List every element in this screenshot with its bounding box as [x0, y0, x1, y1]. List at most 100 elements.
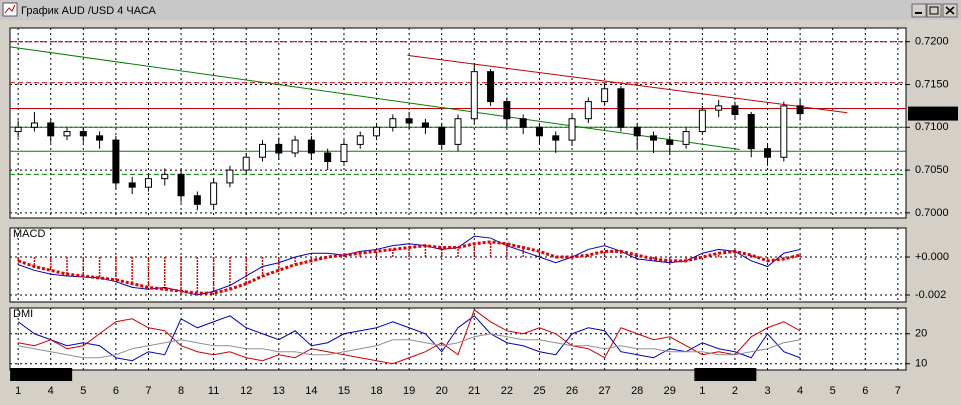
last-price-box: [908, 106, 958, 121]
last-price-label: 0.7116: [913, 107, 946, 119]
candle-body: [698, 109, 706, 133]
plot-area: [9, 307, 907, 371]
candle-body: [666, 139, 674, 145]
dmi-line: [18, 333, 801, 359]
y-tick-label: 10: [915, 358, 927, 370]
macd-line: [17, 235, 801, 296]
candle-body: [584, 101, 592, 120]
candle-body: [144, 178, 152, 188]
month-label-box: [10, 368, 73, 381]
panel-title: DMI: [13, 308, 33, 320]
x-tick-label: 7: [895, 385, 901, 397]
candle-body: [715, 105, 723, 111]
candle-body: [617, 88, 625, 128]
candle-body: [780, 105, 788, 158]
candle-body: [438, 126, 446, 145]
candle-body: [389, 118, 397, 128]
candle-body: [47, 122, 55, 137]
candle-body: [161, 173, 169, 180]
x-tick-label: 5: [830, 385, 836, 397]
candle-body: [519, 118, 527, 128]
candle-body: [291, 139, 299, 154]
month-label: Мар 2019: [14, 369, 63, 381]
panel: +0.000 -0.002 MACD: [9, 227, 949, 303]
candle-body: [747, 113, 755, 150]
x-tick-label: 13: [273, 385, 285, 397]
y-tick-label: 0.7100: [915, 121, 949, 133]
dmi-line: [18, 308, 801, 365]
dmi-line: [17, 315, 801, 362]
x-tick-label: 15: [338, 385, 350, 397]
candle-body: [324, 152, 332, 163]
x-tick-label: 27: [598, 385, 610, 397]
candle-body: [421, 122, 429, 128]
candle-body: [552, 135, 560, 141]
panel: 10 20 DMI: [9, 307, 927, 371]
minimize-button[interactable]: [911, 3, 927, 18]
candle-body: [503, 101, 511, 120]
candle-body: [405, 118, 413, 124]
candle-body: [242, 156, 250, 171]
y-tick-label: 20: [915, 328, 927, 340]
x-tick-label: 29: [664, 385, 676, 397]
y-tick-label: 0.7050: [915, 164, 949, 176]
candle-body: [63, 131, 71, 137]
x-tick-label: 4: [48, 385, 54, 397]
x-tick-label: 14: [305, 385, 317, 397]
x-tick-label: 20: [436, 385, 448, 397]
x-tick-label: 1: [699, 385, 705, 397]
maximize-button[interactable]: [926, 3, 942, 18]
y-tick-label: 0.7200: [915, 36, 949, 48]
candle-body: [633, 126, 641, 137]
x-tick-label: 8: [178, 385, 184, 397]
candle-body: [535, 126, 543, 137]
candle-body: [340, 143, 348, 163]
x-tick-label: 21: [468, 385, 480, 397]
x-tick-label: 22: [501, 385, 513, 397]
panel: 0.7000 0.7050 0.7100 0.7150 0.7200 0.7116: [9, 27, 958, 219]
candle-body: [193, 195, 201, 205]
x-tick-label: 12: [240, 385, 252, 397]
x-tick-label: 1: [15, 385, 21, 397]
x-tick-label: 25: [533, 385, 545, 397]
macd-signal: [17, 240, 801, 295]
x-tick-label: 7: [145, 385, 151, 397]
candle-body: [649, 135, 657, 141]
candle-body: [210, 182, 218, 205]
y-tick-label: -0.002: [915, 289, 946, 301]
candle-body: [373, 126, 381, 137]
x-tick-label: 6: [862, 385, 868, 397]
x-tick-label: 4: [797, 385, 803, 397]
x-tick-label: 19: [403, 385, 415, 397]
candle-body: [682, 131, 690, 145]
candle-body: [731, 105, 739, 115]
candle-body: [79, 131, 87, 137]
candle-body: [356, 135, 364, 145]
x-tick-label: 6: [113, 385, 119, 397]
x-tick-label: 2: [732, 385, 738, 397]
candle-body: [454, 118, 462, 145]
month-label-box: [694, 368, 757, 381]
candle-body: [128, 182, 136, 188]
x-tick-label: 3: [764, 385, 770, 397]
candle-body: [764, 148, 772, 158]
y-tick-label: 0.7000: [915, 207, 949, 219]
candle-body: [487, 71, 495, 103]
candle-body: [307, 139, 315, 154]
close-button[interactable]: [942, 3, 958, 18]
plot-area: [9, 227, 907, 303]
candle-body: [14, 126, 22, 133]
candle-body: [796, 105, 804, 115]
window-icon-glyph: [4, 4, 16, 14]
trend-line: [9, 46, 740, 151]
x-tick-label: 26: [566, 385, 578, 397]
candle-body: [30, 122, 38, 128]
window-title: График AUD /USD 4 ЧАСА: [21, 5, 157, 17]
candle-body: [601, 88, 609, 103]
candle-body: [177, 173, 185, 197]
x-tick-label: 11: [208, 385, 219, 397]
title-bar: [0, 0, 961, 20]
candle-body: [226, 169, 234, 184]
